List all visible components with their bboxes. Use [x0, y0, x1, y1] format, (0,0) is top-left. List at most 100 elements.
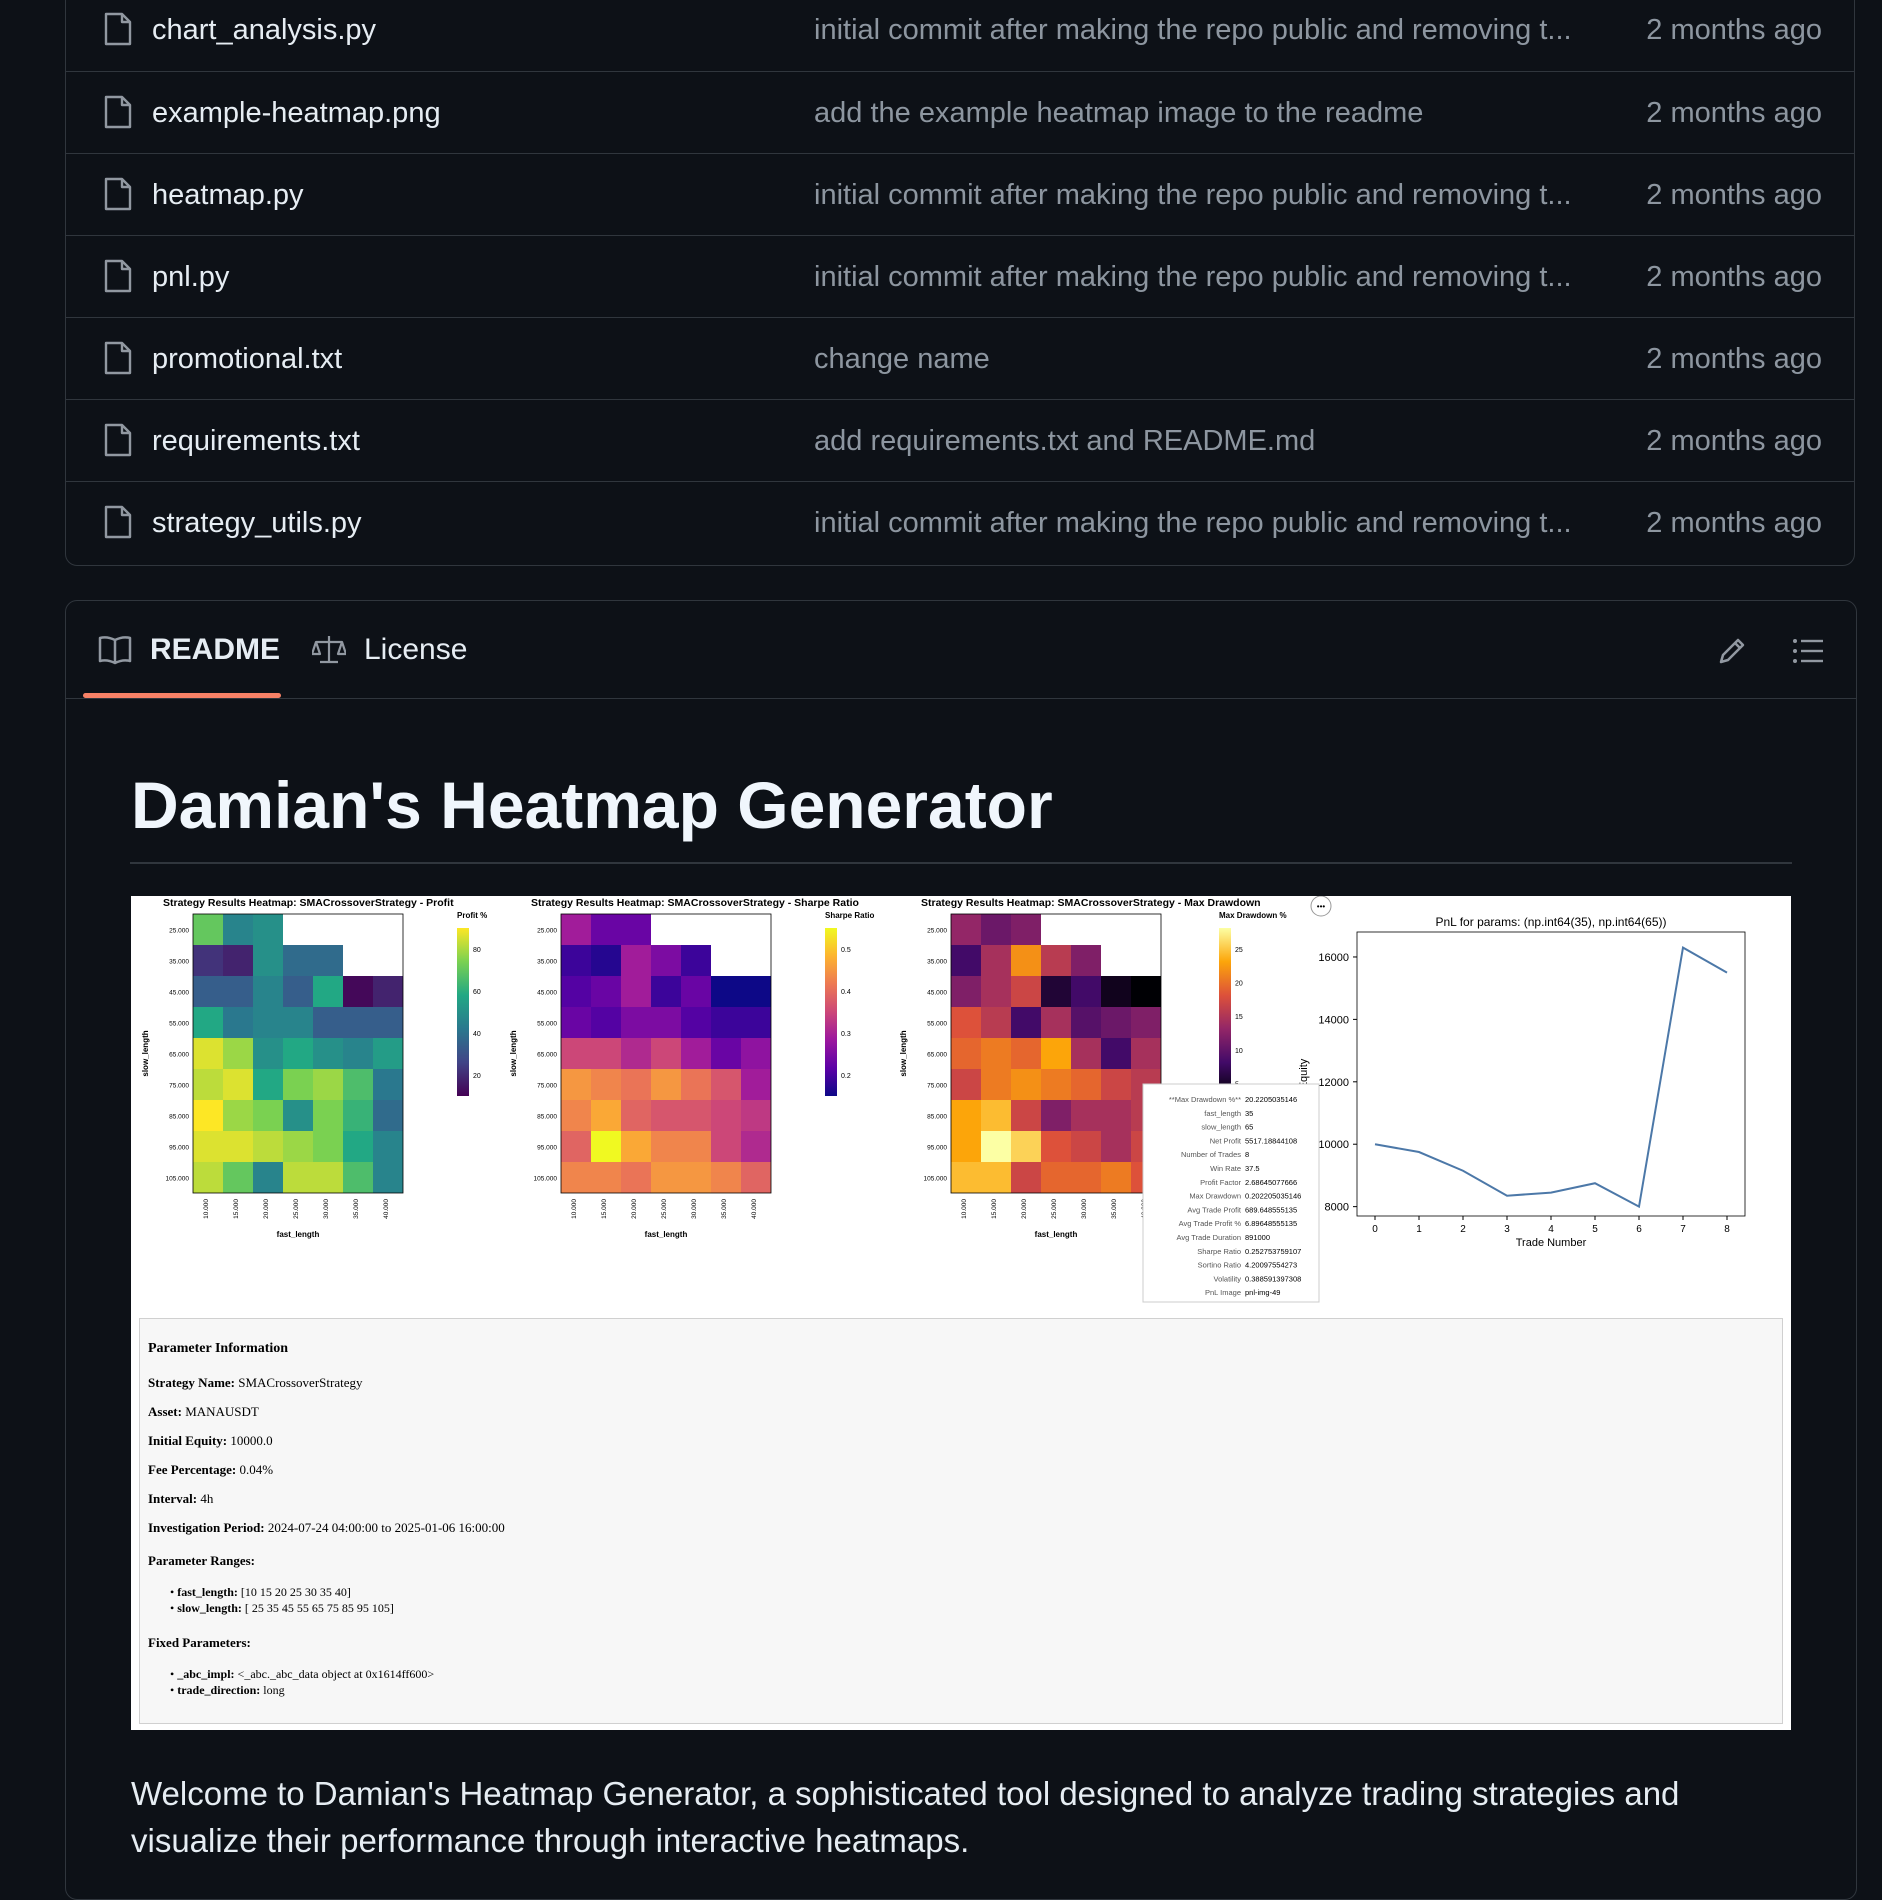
y-tick-label: 105.000: [924, 1176, 948, 1183]
commit-message-link[interactable]: initial commit after making the repo pub…: [814, 261, 1572, 293]
x-tick-label: 30.000: [691, 1199, 698, 1219]
tooltip-key: Net Profit: [1210, 1136, 1242, 1145]
y-tick-label: 45.000: [169, 990, 189, 997]
tooltip-value: 0.388591397308: [1245, 1274, 1301, 1283]
file-name-link[interactable]: chart_analysis.py: [152, 14, 377, 46]
heatmap-cell: [313, 1007, 343, 1038]
heatmap-cell: [223, 945, 253, 976]
file-name-link[interactable]: promotional.txt: [152, 343, 343, 375]
heatmap-cell: [981, 1069, 1011, 1100]
file-name-link[interactable]: heatmap.py: [152, 179, 304, 211]
readme-intro-paragraph: Welcome to Damian's Heatmap Generator, a…: [131, 1775, 1680, 1859]
commit-date: 2 months ago: [1646, 97, 1822, 129]
tab-readme[interactable]: README: [98, 601, 280, 699]
heatmap-cell: [621, 1069, 651, 1100]
pencil-icon: [1719, 638, 1745, 664]
tooltip-value: 2.68645077666: [1245, 1178, 1297, 1187]
heatmap-cell: [253, 1131, 283, 1162]
y-tick-label: 35.000: [537, 959, 557, 966]
commit-message-link[interactable]: initial commit after making the repo pub…: [814, 14, 1572, 46]
y-axis-label: Equity: [1298, 1058, 1310, 1089]
heatmap-cell: [343, 1131, 373, 1162]
heatmap-cell: [681, 1007, 711, 1038]
heatmaps-svg: Strategy Results Heatmap: SMACrossoverSt…: [141, 896, 1746, 1303]
heatmap-cell: [223, 1038, 253, 1069]
file-icon: [104, 12, 132, 46]
heatmap-cell: [283, 1038, 313, 1069]
x-tick-label: 10.000: [961, 1199, 968, 1219]
file-row[interactable]: strategy_utils.py initial commit after ma…: [66, 481, 1854, 563]
param-asset: Asset: MANAUSDT: [148, 1404, 259, 1419]
heatmap-cell: [651, 1069, 681, 1100]
heatmap-cell: [951, 1100, 981, 1131]
heatmap-cell: [711, 1162, 741, 1193]
title-divider: [130, 862, 1792, 864]
tooltip-key: Volatility: [1213, 1274, 1241, 1283]
heatmap-cell: [1071, 1007, 1101, 1038]
file-name-link[interactable]: requirements.txt: [152, 425, 360, 457]
heatmap-cell: [343, 1069, 373, 1100]
heatmap-cell: [253, 945, 283, 976]
heatmap-cell: [283, 1069, 313, 1100]
heatmap-cell: [253, 1162, 283, 1193]
heatmap-cell: [621, 1100, 651, 1131]
tooltip-key: PnL Image: [1205, 1288, 1241, 1297]
param-fee: Fee Percentage: 0.04%: [148, 1462, 274, 1477]
heatmap-cell: [373, 1131, 403, 1162]
heatmap-cell: [591, 1100, 621, 1131]
commit-message-link[interactable]: add requirements.txt and README.md: [814, 425, 1316, 457]
file-row[interactable]: requirements.txt add requirements.txt and…: [66, 399, 1854, 481]
heatmap-cell: [253, 1100, 283, 1131]
param-heading: Parameter Information: [148, 1341, 289, 1356]
file-row[interactable]: example-heatmap.png add the example heatm…: [66, 71, 1854, 153]
y-tick-label: 75.000: [169, 1083, 189, 1090]
file-row[interactable]: chart_analysis.py initial commit after ma…: [66, 0, 1854, 71]
heatmap-cell: [1011, 976, 1041, 1007]
tooltip-key: Profit Factor: [1200, 1178, 1241, 1187]
param-fixed-abc: • _abc_impl: <_abc._abc_data object at 0…: [170, 1667, 435, 1681]
heatmap-cell: [1071, 1038, 1101, 1069]
heatmap-cell: [1041, 1038, 1071, 1069]
colorbar-tick: 0.4: [841, 989, 851, 996]
file-row[interactable]: promotional.txt change name 2 months ago: [66, 317, 1854, 399]
file-name-link[interactable]: pnl.py: [152, 261, 230, 293]
heatmap-cell: [223, 914, 253, 945]
tab-license[interactable]: License: [312, 601, 467, 699]
heatmap-cell: [1011, 945, 1041, 976]
y-tick-label: 25.000: [927, 928, 947, 935]
x-axis-label: fast_length: [277, 1230, 320, 1239]
y-tick-label: 105.000: [534, 1176, 558, 1183]
heatmap-cell: [621, 945, 651, 976]
readme-title: Damian's Heatmap Generator: [131, 768, 1053, 842]
file-icon: [104, 505, 132, 539]
heatmap-cell: [1041, 1069, 1071, 1100]
commit-message-link[interactable]: initial commit after making the repo pub…: [814, 179, 1572, 211]
y-tick-label: 35.000: [169, 959, 189, 966]
heatmap-cell: [313, 1038, 343, 1069]
file-row[interactable]: heatmap.py initial commit after making th…: [66, 153, 1854, 235]
heatmap-cell: [223, 976, 253, 1007]
x-tick-label: 20.000: [631, 1199, 638, 1219]
edit-button[interactable]: [1712, 631, 1752, 671]
commit-message-link[interactable]: add the example heatmap image to the rea…: [814, 97, 1424, 129]
x-axis-label: fast_length: [1035, 1230, 1078, 1239]
heatmap-cell: [253, 976, 283, 1007]
file-name-link[interactable]: strategy_utils.py: [152, 507, 362, 539]
x-tick-label: 15.000: [601, 1199, 608, 1219]
file-row[interactable]: pnl.py initial commit after making the re…: [66, 235, 1854, 317]
x-tick-label: 0: [1372, 1224, 1378, 1235]
y-tick-label: 85.000: [537, 1114, 557, 1121]
heatmap-cell: [981, 1038, 1011, 1069]
tooltip-value: pnl-img-49: [1245, 1288, 1280, 1297]
outline-button[interactable]: [1788, 631, 1828, 671]
file-name-link[interactable]: example-heatmap.png: [152, 97, 441, 129]
heatmap-cell: [981, 1100, 1011, 1131]
commit-message-link[interactable]: initial commit after making the repo pub…: [814, 507, 1572, 539]
example-heatmap-image: Strategy Results Heatmap: SMACrossoverSt…: [131, 896, 1791, 1730]
tooltip-value: 0.252753759107: [1245, 1247, 1301, 1256]
heatmap-cell: [283, 976, 313, 1007]
colorbar-tick: 25: [1235, 947, 1243, 954]
y-tick-label: 25.000: [537, 928, 557, 935]
commit-message-link[interactable]: change name: [814, 343, 990, 375]
colorbar: [825, 928, 837, 1096]
